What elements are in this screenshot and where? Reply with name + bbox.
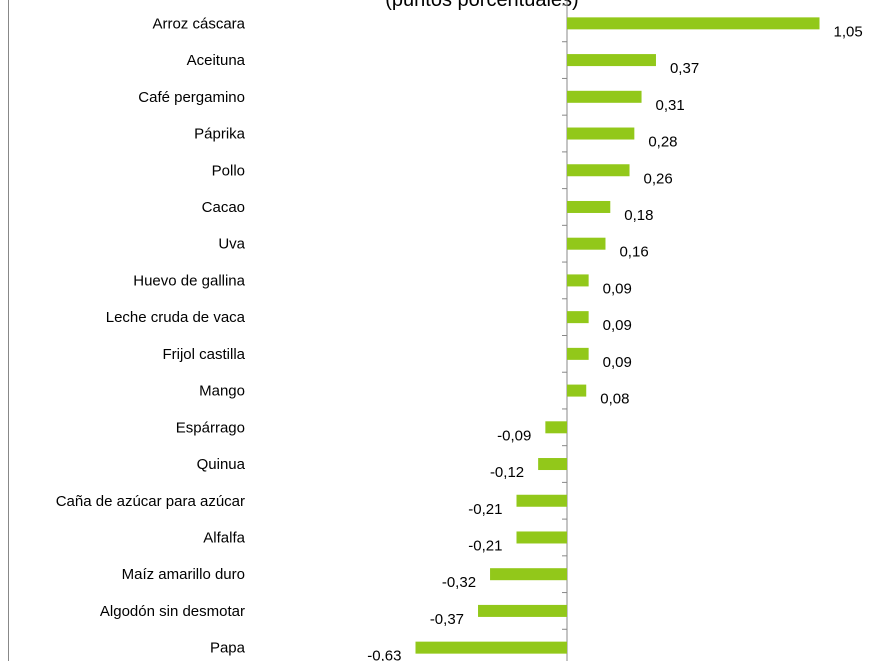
bar: [490, 568, 567, 581]
category-label: Maíz amarillo duro: [122, 566, 245, 583]
value-label: 0,09: [603, 280, 632, 297]
bar: [567, 274, 589, 287]
category-label: Uva: [218, 236, 245, 253]
chart-title: (puntos porcentuales): [385, 0, 578, 11]
category-label: Pollo: [212, 162, 245, 179]
bar: [516, 531, 567, 544]
value-label: -0,12: [490, 464, 524, 481]
category-label: Frijol castilla: [162, 346, 245, 363]
category-label: Espárrago: [176, 419, 245, 436]
bar: [567, 127, 635, 140]
bar: [415, 641, 567, 654]
value-label: 0,09: [603, 317, 632, 334]
bar: [567, 200, 611, 213]
bar: [516, 494, 567, 507]
value-label: -0,21: [468, 501, 502, 518]
bar: [567, 347, 589, 360]
value-label: -0,32: [442, 574, 476, 591]
value-label: -0,09: [497, 427, 531, 444]
value-label: 0,16: [619, 244, 648, 261]
category-label: Aceituna: [187, 52, 246, 69]
category-label: Algodón sin desmotar: [100, 603, 245, 620]
bar: [567, 384, 587, 397]
value-label: 0,37: [670, 60, 699, 77]
value-label: 0,28: [648, 134, 677, 151]
category-label: Leche cruda de vaca: [106, 309, 246, 326]
value-label: -0,21: [468, 537, 502, 554]
bar: [567, 17, 820, 30]
category-label: Café pergamino: [138, 89, 245, 106]
bar: [567, 164, 630, 177]
bar: [538, 458, 567, 471]
value-label: 0,18: [624, 207, 653, 224]
category-label: Páprika: [194, 126, 246, 143]
category-label: Cacao: [202, 199, 245, 216]
category-label: Quinua: [197, 456, 246, 473]
value-label: -0,63: [367, 648, 401, 661]
category-label: Papa: [210, 640, 246, 657]
category-label: Alfalfa: [203, 529, 245, 546]
bar: [567, 90, 642, 103]
value-label: 0,26: [644, 170, 673, 187]
value-label: -0,37: [430, 611, 464, 628]
bar: [478, 604, 567, 617]
value-label: 0,31: [656, 97, 685, 114]
bar: [567, 237, 606, 250]
bar: [545, 421, 567, 434]
value-label: 1,05: [834, 23, 863, 40]
bar: [567, 311, 589, 324]
value-label: 0,08: [600, 391, 629, 408]
value-label: 0,09: [603, 354, 632, 371]
category-label: Mango: [199, 383, 245, 400]
category-label: Arroz cáscara: [152, 15, 245, 32]
category-label: Huevo de gallina: [133, 272, 245, 289]
category-label: Caña de azúcar para azúcar: [56, 493, 245, 510]
bar: [567, 54, 656, 67]
